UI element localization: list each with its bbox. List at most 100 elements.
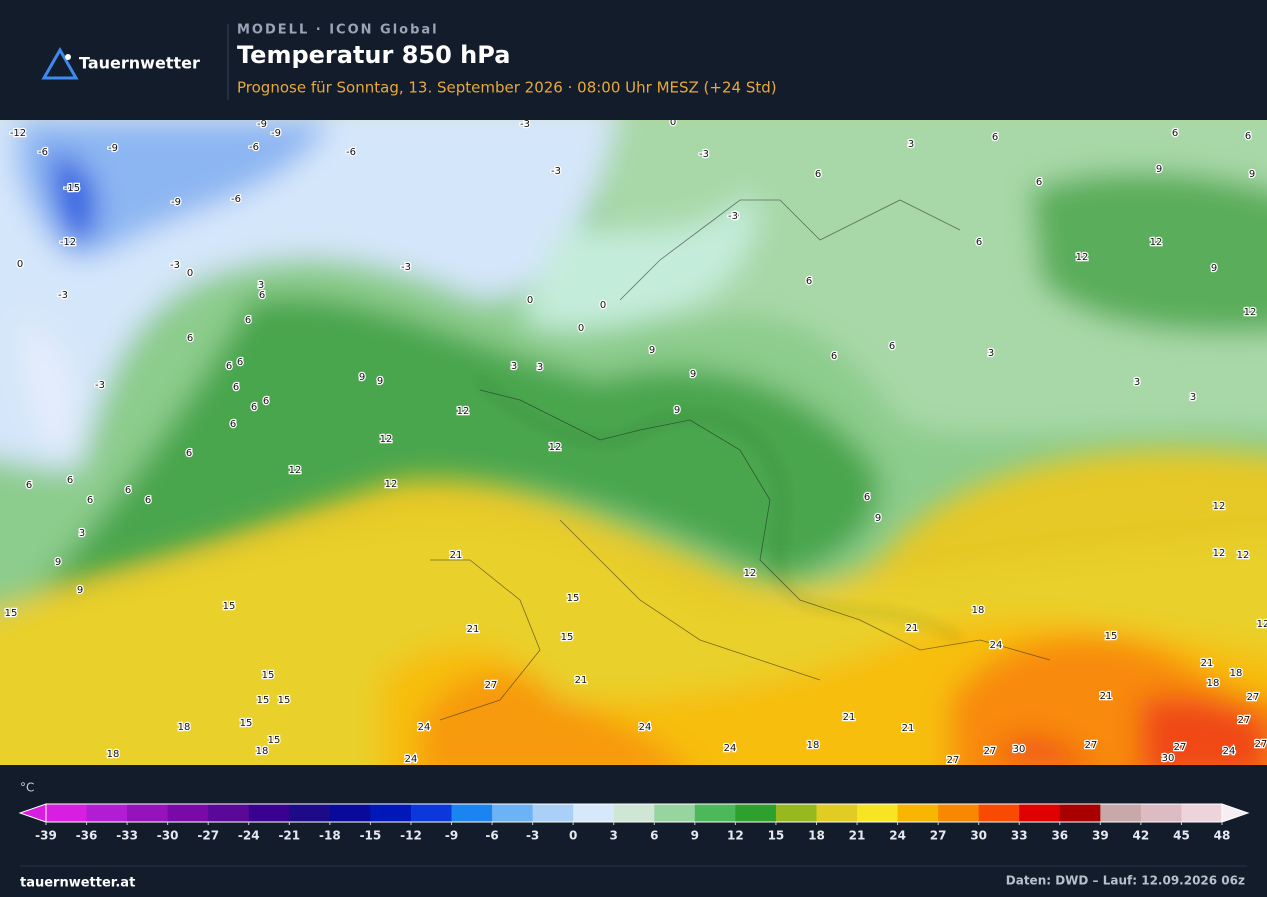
contour-label: 15 — [5, 608, 18, 619]
legend-tick-label: 3 — [610, 829, 618, 843]
legend-segment — [127, 804, 169, 822]
legend-segment — [1181, 804, 1223, 822]
contour-label: 15 — [567, 593, 580, 604]
contour-label: 24 — [405, 754, 418, 765]
contour-label: 6 — [831, 351, 837, 362]
contour-label: 9 — [359, 372, 365, 383]
contour-label: 18 — [178, 722, 191, 733]
contour-label: 21 — [902, 723, 915, 734]
contour-label: 12 — [1213, 548, 1226, 559]
contour-label: 15 — [268, 735, 281, 746]
contour-label: 18 — [1230, 668, 1243, 679]
contour-label: 6 — [259, 290, 265, 301]
legend-segment — [654, 804, 696, 822]
contour-label: 18 — [107, 749, 120, 760]
legend-tick-label: -18 — [319, 829, 341, 843]
legend-tick-label: -24 — [238, 829, 260, 843]
legend-segment — [289, 804, 331, 822]
contour-label: 12 — [385, 479, 398, 490]
legend-tick-label: -12 — [400, 829, 422, 843]
contour-label: 12 — [1076, 252, 1089, 263]
legend-tick-label: 36 — [1051, 829, 1068, 843]
contour-label: -3 — [520, 119, 530, 130]
contour-label: 21 — [906, 623, 919, 634]
logo[interactable]: Tauernwetter — [41, 46, 200, 80]
footer-site[interactable]: tauernwetter.at — [20, 876, 135, 891]
contour-label: 6 — [889, 341, 895, 352]
contour-label: -9 — [271, 128, 281, 139]
contour-label: 27 — [1174, 742, 1187, 753]
contour-label: 21 — [1100, 691, 1113, 702]
contour-label: -6 — [346, 147, 356, 158]
contour-label: 3 — [908, 139, 914, 150]
contour-label: 18 — [807, 740, 820, 751]
contour-label: 9 — [1156, 164, 1162, 175]
contour-label: -3 — [699, 149, 709, 160]
contour-label: 6 — [251, 402, 257, 413]
contour-label: 3 — [511, 361, 517, 372]
contour-label: 9 — [77, 585, 83, 596]
contour-label: 6 — [237, 357, 243, 368]
legend-tick-label: 30 — [970, 829, 987, 843]
contour-label: 9 — [690, 369, 696, 380]
legend-tick-label: 24 — [889, 829, 906, 843]
contour-label: 30 — [1013, 744, 1026, 755]
contour-label: 6 — [1036, 177, 1042, 188]
contour-label: 6 — [815, 169, 821, 180]
legend-segment — [613, 804, 655, 822]
contour-label: 15 — [257, 695, 270, 706]
legend-tick-label: -36 — [76, 829, 98, 843]
contour-label: 3 — [79, 528, 85, 539]
contour-label: 6 — [992, 132, 998, 143]
contour-label: 0 — [600, 300, 606, 311]
contour-label: -3 — [728, 211, 738, 222]
temperature-field — [0, 120, 1267, 765]
contour-label: 18 — [256, 746, 269, 757]
contour-label: 24 — [990, 640, 1003, 651]
contour-label: 6 — [145, 495, 151, 506]
legend-segment — [735, 804, 777, 822]
legend-tick-label: 21 — [849, 829, 866, 843]
contour-label: 21 — [843, 712, 856, 723]
contour-label: 6 — [186, 448, 192, 459]
contour-label: 12 — [549, 442, 562, 453]
contour-label: 15 — [278, 695, 291, 706]
contour-label: 21 — [1201, 658, 1214, 669]
contour-label: 27 — [1238, 715, 1251, 726]
contour-label: 0 — [578, 323, 584, 334]
legend-tick-label: 45 — [1173, 829, 1190, 843]
contour-label: 9 — [649, 345, 655, 356]
contour-label: 6 — [233, 382, 239, 393]
contour-label: 6 — [87, 495, 93, 506]
contour-label: 0 — [733, 211, 739, 222]
legend-tick-label: 0 — [569, 829, 577, 843]
legend-segment — [329, 804, 371, 822]
legend-tick-label: 9 — [691, 829, 699, 843]
contour-label: 12 — [380, 434, 393, 445]
legend-segment — [897, 804, 939, 822]
contour-label: 9 — [55, 557, 61, 568]
logo-dot — [65, 54, 71, 60]
contour-label: 15 — [223, 601, 236, 612]
contour-label: -3 — [551, 166, 561, 177]
legend-tick-label: -6 — [485, 829, 498, 843]
contour-label: 0 — [670, 117, 676, 128]
contour-label: 9 — [1249, 169, 1255, 180]
contour-label: 6 — [187, 333, 193, 344]
legend-segment — [248, 804, 290, 822]
contour-label: 12 — [744, 568, 757, 579]
contour-label: 3 — [1134, 377, 1140, 388]
contour-label: 24 — [418, 722, 431, 733]
contour-label: -3 — [170, 260, 180, 271]
contour-label: 3 — [1190, 392, 1196, 403]
legend-tick-label: -9 — [445, 829, 458, 843]
contour-label: 27 — [1247, 692, 1260, 703]
brand: Tauernwetter — [79, 54, 200, 73]
contour-label: -3 — [95, 380, 105, 391]
legend-segment — [694, 804, 736, 822]
contour-label: 9 — [377, 376, 383, 387]
legend-segment — [208, 804, 250, 822]
contour-label: -9 — [171, 197, 181, 208]
